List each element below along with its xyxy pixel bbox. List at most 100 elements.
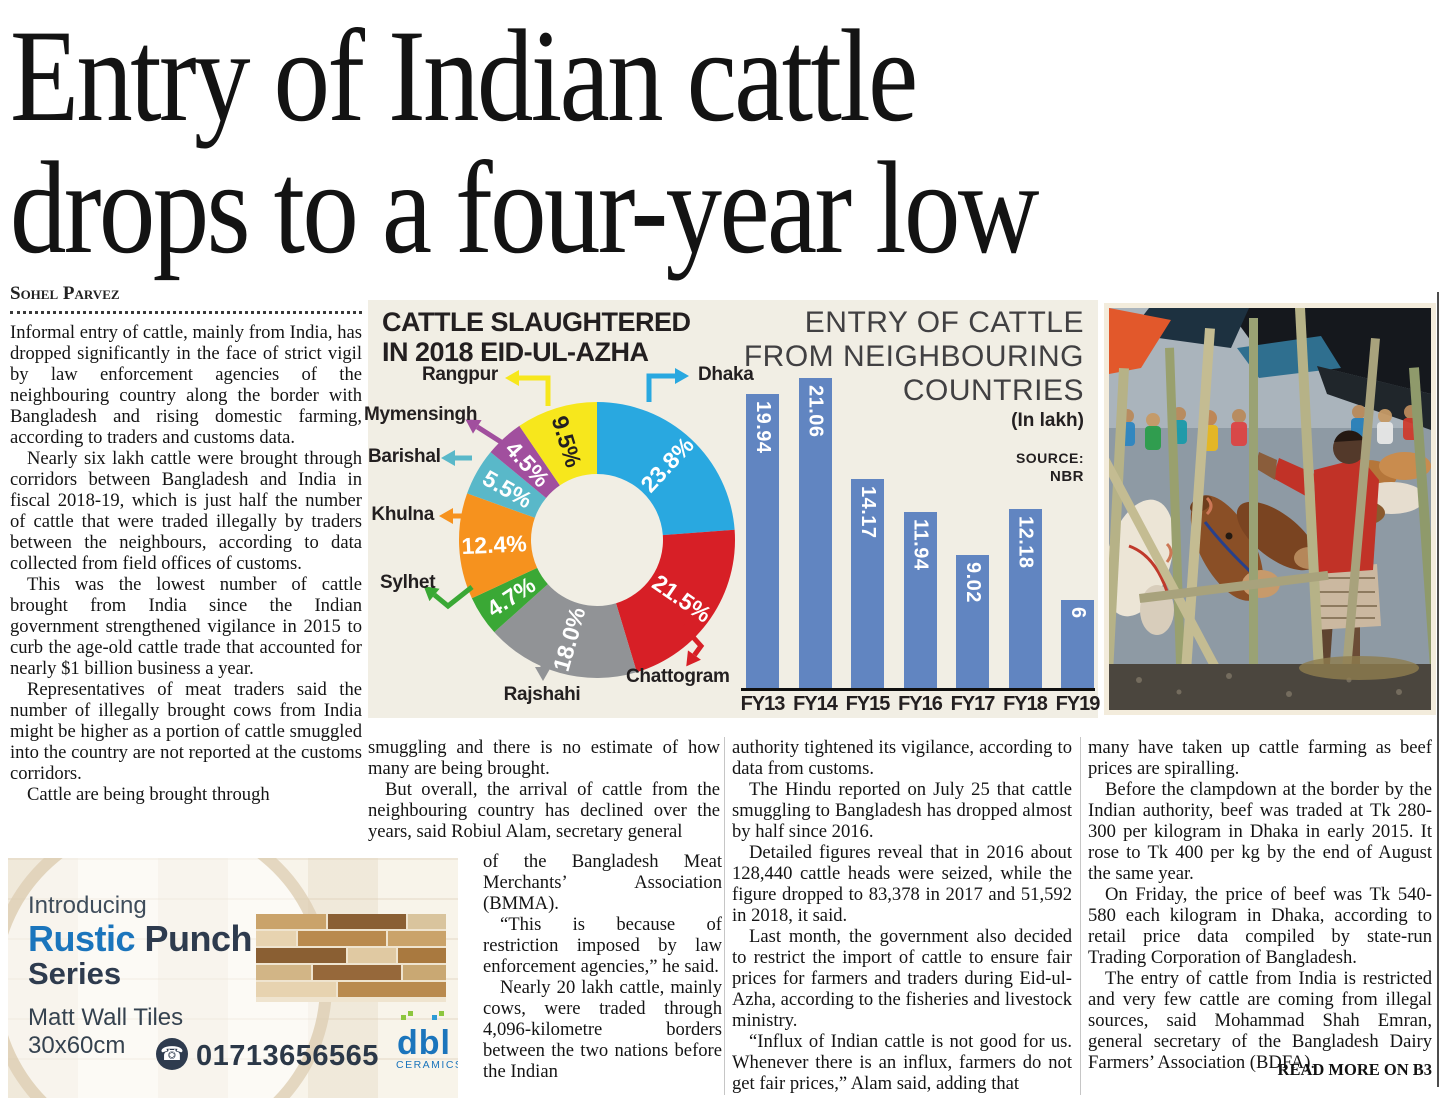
bar-fy17: 9.02 xyxy=(956,555,989,688)
donut-region-label-chattogram: Chattogram xyxy=(626,666,730,687)
read-more-link[interactable]: READ MORE ON B3 xyxy=(1277,1060,1432,1079)
paragraph: “Influx of Indian cattle is not good for… xyxy=(732,1031,1072,1094)
donut-arrowhead xyxy=(441,450,455,466)
paragraph: smuggling and there is no estimate of ho… xyxy=(368,737,720,779)
paragraph: Cattle are being brought through xyxy=(27,784,270,805)
bar-chart-unit: (In lakh) xyxy=(1011,410,1084,431)
bar-category-label: FY17 xyxy=(950,693,996,715)
headline: Entry of Indian cattle drops to a four-y… xyxy=(10,10,1039,281)
bar-chart-categories: FY13 FY14 FY15 FY16 FY17 FY18 FY19 xyxy=(740,693,1101,716)
bar-fy15: 14.17 xyxy=(851,479,884,688)
bar-value: 19.94 xyxy=(752,401,774,454)
infographic-panel: CATTLE SLAUGHTERED IN 2018 EID-UL-AZHA 23… xyxy=(364,300,1101,718)
donut-region-label-rangpur: Rangpur xyxy=(421,364,498,385)
page-edge-rule xyxy=(1437,292,1439,1087)
bar-value: 11.94 xyxy=(909,519,932,571)
donut-arrowhead xyxy=(686,650,701,667)
donut-slice-value: 12.4% xyxy=(461,530,527,559)
bar-chart-baseline xyxy=(741,688,1095,691)
donut-arrowhead xyxy=(439,508,453,524)
paragraph: authority tightened its vigilance, accor… xyxy=(732,737,1072,779)
article-column-2-wrapped: of the Bangladesh Meat Merchants’ Associ… xyxy=(483,851,722,1082)
ad-brand-rustic: Rustic xyxy=(28,918,136,959)
bar-value: 14.17 xyxy=(857,486,879,539)
donut-arrowhead xyxy=(535,667,551,681)
donut-arrowhead xyxy=(675,368,689,384)
ad-brand: Rustic Punch xyxy=(28,918,253,960)
bamboo-poles xyxy=(1109,308,1431,710)
column-rule xyxy=(724,737,725,1095)
logo-subtext: CERAMICS xyxy=(396,1058,458,1071)
phone-icon: ☎ xyxy=(156,1038,188,1070)
donut-arrow-sylhet xyxy=(432,585,474,610)
donut-slice-rajshahi xyxy=(494,584,637,678)
donut-slice-khulna xyxy=(459,493,538,599)
article-column-3: authority tightened its vigilance, accor… xyxy=(732,737,1072,1094)
bar-fy18: 12.18 xyxy=(1008,509,1042,688)
article-column-1: Informal entry of cattle, mainly from In… xyxy=(10,322,362,805)
advertisement[interactable]: Introducing Rustic Punch Series Matt Wal… xyxy=(8,858,458,1098)
bar-title-line: COUNTRIES xyxy=(902,373,1084,407)
donut-arrow-rangpur xyxy=(519,375,551,406)
donut-chart: 23.8%21.5%18.0%4.7%12.4%5.5%4.5%9.5% xyxy=(423,368,735,681)
logo-text: dbl xyxy=(397,1024,451,1062)
paragraph: “This is because of restriction imposed … xyxy=(483,914,722,977)
bar-value: 9.02 xyxy=(962,562,984,603)
bar-category-label: FY13 xyxy=(740,693,786,715)
paragraph: many have taken up cattle farming as bee… xyxy=(1088,737,1432,779)
paragraph: This was the lowest number of cattle bro… xyxy=(10,574,362,679)
donut-region-label-barishal: Barishal xyxy=(368,446,441,467)
donut-region-label-sylhet: Sylhet xyxy=(380,572,436,593)
donut-slice-rangpur xyxy=(519,402,597,486)
donut-arrowhead xyxy=(423,586,440,602)
donut-region-label-mymensingh: Mymensingh xyxy=(364,404,478,425)
paragraph: Representatives of meat traders said the… xyxy=(10,679,362,784)
byline-separator xyxy=(10,311,362,314)
bar-fy16: 11.94 xyxy=(903,512,937,688)
source-label: SOURCE: xyxy=(1015,450,1084,466)
donut-arrow-dhaka xyxy=(646,373,675,402)
cattle-market-illustration xyxy=(1109,308,1431,710)
donut-title-line: IN 2018 EID-UL-AZHA xyxy=(382,336,649,367)
ad-brand-punch: Punch xyxy=(135,918,253,959)
paragraph: Nearly six lakh cattle were brought thro… xyxy=(10,448,362,574)
donut-arrowhead xyxy=(465,419,482,434)
paragraph: On Friday, the price of beef was Tk 540-… xyxy=(1088,884,1432,968)
bar-value: 6 xyxy=(1067,607,1089,619)
man-red-shirt xyxy=(1255,430,1381,680)
donut-slice-chattogram xyxy=(616,529,735,673)
donut-arrowhead xyxy=(505,370,519,386)
article-column-4: many have taken up cattle farming as bee… xyxy=(1088,737,1432,1073)
bar-category-label: FY16 xyxy=(898,693,943,715)
bar-category-label: FY18 xyxy=(1003,693,1048,715)
headline-line2: drops to a four-year low xyxy=(10,134,1039,281)
paragraph: The Hindu reported on July 25 that cattl… xyxy=(732,779,1072,842)
donut-region-label-khulna: Khulna xyxy=(371,504,434,525)
paragraph: The entry of cattle from India is restri… xyxy=(1088,968,1432,1073)
donut-chart-title: CATTLE SLAUGHTERED IN 2018 EID-UL-AZHA xyxy=(382,307,691,367)
bar-category-label: FY15 xyxy=(845,693,891,715)
bar-title-line: FROM NEIGHBOURING xyxy=(743,339,1084,373)
donut-region-label-dhaka: Dhaka xyxy=(698,364,754,385)
donut-arrow-mymensingh xyxy=(475,424,503,445)
bar-fy13: 19.94 xyxy=(746,394,779,688)
ad-product-line2: 30x60cm xyxy=(28,1031,126,1059)
bar-fy14: 21.06 xyxy=(798,378,832,688)
bar-title-line: ENTRY OF CATTLE xyxy=(804,306,1084,339)
bar-fy19: 6 xyxy=(1061,600,1094,688)
donut-region-label-rajshahi: Rajshahi xyxy=(503,684,581,705)
cattle-market-photo xyxy=(1104,303,1436,715)
paragraph: Nearly 20 lakh cattle, mainly cows, were… xyxy=(483,977,722,1082)
bar-category-label: FY14 xyxy=(793,693,838,715)
ad-phone-number: 01713656565 xyxy=(196,1040,379,1072)
bar-category-label: FY19 xyxy=(1055,693,1101,715)
paragraph: Informal entry of cattle, mainly from In… xyxy=(10,322,362,448)
ad-intro: Introducing xyxy=(28,892,147,919)
ad-product: Matt Wall Tiles 30x60cm xyxy=(28,1004,183,1060)
ad-series: Series xyxy=(28,956,122,991)
dbl-ceramics-logo: dbl CERAMICS xyxy=(396,1010,458,1071)
donut-slice-barishal xyxy=(467,452,547,518)
donut-title-line: CATTLE SLAUGHTERED xyxy=(382,307,691,337)
bar-chart-source: SOURCE: NBR xyxy=(884,450,1084,486)
